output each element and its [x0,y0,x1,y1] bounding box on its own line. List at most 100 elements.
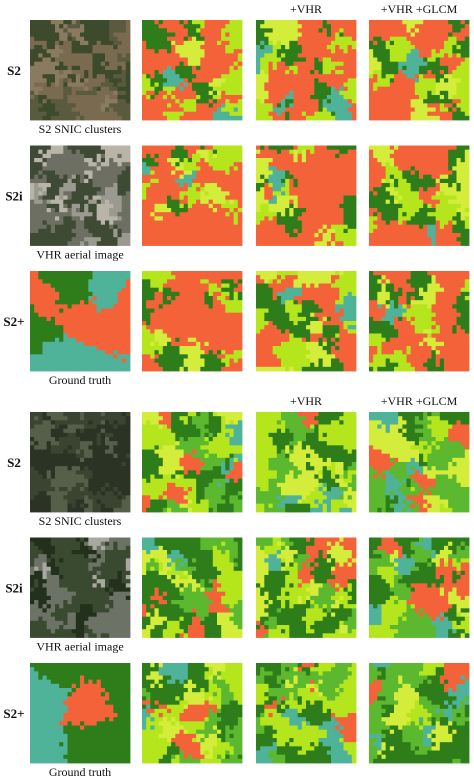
tile-cell [225,49,230,54]
tile-cell [281,99,286,104]
tile-cell [377,78,382,83]
tile-cell [389,111,395,117]
tile-cell [167,158,172,163]
tile-cell [306,70,311,75]
tile-cell [423,191,428,196]
tile-cell [38,103,43,108]
tile-cell [335,187,340,192]
tile-cell [431,233,437,238]
tile-cell [464,166,470,171]
tile-cell [444,203,449,209]
tile-cell [175,208,180,213]
tile-cell [260,166,265,171]
tile-cell [351,74,357,79]
tile-cell [67,28,73,33]
tile-cell [55,115,60,121]
tile-cell [212,174,218,180]
tile-cell [322,153,328,159]
tile-cell [96,212,102,217]
tile-cell [38,53,43,58]
tile-cell [71,296,77,301]
tile-cell [183,153,189,159]
tile-cell [217,90,222,96]
tile-cell [150,183,155,188]
tile-cell [310,111,315,117]
tile-cell [59,346,64,351]
tile-cell [38,329,43,334]
tile-cell [84,74,89,79]
tile-cell [204,86,210,92]
tile-cell [237,78,243,83]
tile-cell [423,70,428,75]
tile-cell [293,233,299,238]
tile-cell [192,237,197,242]
tile-cell [435,220,441,226]
tile-cell [55,174,60,180]
tile-cell [30,36,35,42]
tile-cell [50,300,56,305]
tile-cell [289,145,294,151]
tile-cell [268,153,274,159]
tile-cell [289,65,294,71]
tile-cell [233,95,239,100]
tile-cell [394,45,399,50]
tile-cell [109,20,114,25]
tile-cell [444,49,449,54]
tile-cell [200,24,205,29]
tile-cell [435,82,441,88]
tile-cell [187,224,193,230]
tile-cell [80,149,85,155]
tile-cell [192,174,197,180]
tile-cell [158,216,164,221]
tile-cell [192,216,197,221]
tile-cell [389,86,395,92]
tile-cell [331,70,336,75]
tile-cell [439,45,445,50]
tile-cell [38,203,43,209]
tile-cell [221,224,226,230]
tile-cell [30,366,35,372]
tile-cell [59,149,64,155]
tile-cell [464,115,470,121]
tile-cell [427,86,432,92]
tile-cell [46,115,52,121]
tile-cell [34,153,39,159]
tile-cell [92,224,98,230]
tile-cell [221,187,226,192]
tile-cell [233,36,239,42]
tile-cell [339,36,344,42]
tile-cell [406,36,412,42]
tile-cell [406,183,412,188]
tile-cell [229,61,235,67]
tile-cell [343,153,349,159]
tile-cell [80,187,85,192]
tile-cell [208,111,214,117]
tile-cell [100,203,106,209]
tile-cell [339,74,344,79]
tile-cell [59,233,64,238]
tile-cell [427,20,432,25]
tile-cell [448,203,453,209]
tile-cell [30,86,35,92]
tile-cell [456,49,462,54]
tile-cell [347,20,353,25]
tile-cell [427,32,432,38]
tile-cell [448,162,453,167]
tile-cell [171,220,176,226]
tile-cell [196,233,201,238]
tile-cell [394,49,399,54]
tile-cell [113,90,118,96]
tile-cell [50,149,56,155]
tile-cell [63,45,68,50]
tile-cell [75,65,81,71]
tile-cell [464,220,470,226]
tile-cell [67,90,73,96]
tile-cell [142,32,147,38]
tile-cell [289,86,294,92]
tile-cell [88,158,93,163]
tile-cell [406,65,412,71]
tile-cell [322,78,328,83]
tile-cell [71,337,77,343]
tile-cell [448,199,453,205]
tile-cell [187,178,193,184]
